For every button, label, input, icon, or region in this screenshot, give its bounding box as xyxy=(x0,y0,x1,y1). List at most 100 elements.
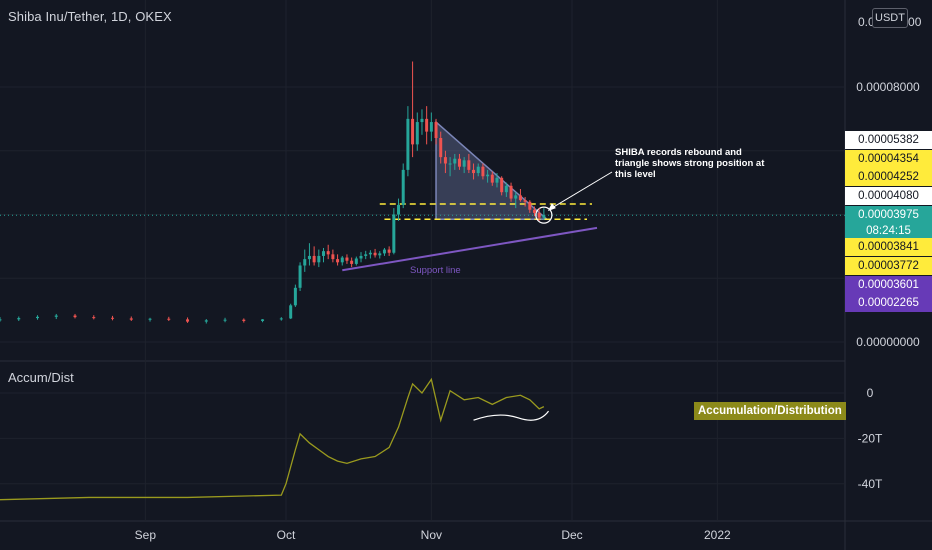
note-line-2: triangle shows strong position at xyxy=(615,158,765,169)
accum-dist-series xyxy=(0,377,550,501)
callout-line xyxy=(549,171,613,210)
candle-body xyxy=(420,118,424,123)
candle-body xyxy=(509,185,513,199)
accum-dist-line xyxy=(0,377,545,501)
candle-body xyxy=(289,305,293,319)
accum-dist-label: Accumulation/Distribution xyxy=(694,402,846,420)
candlestick-series xyxy=(0,61,546,324)
candle-body xyxy=(434,122,438,138)
price-tag: 0.00004252 xyxy=(845,168,932,186)
candle-body xyxy=(293,287,297,306)
x-tick-label: Sep xyxy=(135,528,157,542)
candle-body xyxy=(448,163,452,165)
symbol-title[interactable]: Shiba Inu/Tether, 1D, OKEX xyxy=(8,9,172,24)
candle-body xyxy=(312,255,316,263)
candle-body xyxy=(401,169,405,205)
candle-body xyxy=(17,318,21,320)
price-tag: 08:24:15 xyxy=(845,222,932,240)
hand-drawn-curve xyxy=(473,410,550,421)
price-tick-label: 0.00000000 xyxy=(856,335,920,349)
candle-body xyxy=(317,255,321,263)
candle-body xyxy=(129,318,133,320)
candle-body xyxy=(518,195,522,201)
indicator-title[interactable]: Accum/Dist xyxy=(8,370,74,385)
x-tick-label: 2022 xyxy=(704,528,731,542)
candle-body xyxy=(279,318,283,320)
candle-body xyxy=(406,118,410,170)
candle-body xyxy=(364,254,368,256)
candle-body xyxy=(490,174,494,183)
candle-body xyxy=(481,166,485,177)
candle-body xyxy=(415,122,419,145)
candle-body xyxy=(307,255,311,260)
price-tag: 0.00003601 xyxy=(845,276,932,294)
candle-body xyxy=(532,209,536,213)
candle-body xyxy=(443,157,447,164)
price-tag: 0.00003975 xyxy=(845,206,932,224)
ad-tick-label: 0 xyxy=(867,386,874,400)
candle-body xyxy=(336,259,340,263)
callout-arrowhead xyxy=(547,203,556,212)
price-tag: 0.00003772 xyxy=(845,257,932,275)
price-tag: 0.00005382 xyxy=(845,131,932,149)
candle-body xyxy=(476,166,480,174)
candle-body xyxy=(340,257,344,263)
candle-body xyxy=(439,138,443,158)
candle-body xyxy=(359,255,363,259)
candle-body xyxy=(354,258,358,264)
candle-body xyxy=(373,252,377,256)
price-tag: 0.00004354 xyxy=(845,150,932,168)
candle-body xyxy=(504,185,508,193)
candle-body xyxy=(331,254,335,260)
candle-body xyxy=(462,160,466,167)
candle-body xyxy=(467,160,471,170)
candle-body xyxy=(186,319,190,322)
triangle-pattern xyxy=(435,120,549,221)
candle-body xyxy=(350,260,354,264)
candle-body xyxy=(495,177,499,183)
candle-body xyxy=(111,317,115,319)
candle-body xyxy=(261,319,265,321)
candle-body xyxy=(167,318,171,320)
candle-body xyxy=(472,169,476,174)
support-trendline xyxy=(342,226,598,272)
candle-body xyxy=(486,174,490,177)
candle-body xyxy=(411,118,415,145)
price-tag: 0.00004080 xyxy=(845,187,932,205)
ad-tick-label: -40T xyxy=(858,477,883,491)
candle-body xyxy=(298,265,302,288)
candle-body xyxy=(528,201,532,210)
support-line-label: Support line xyxy=(410,265,461,276)
candle-body xyxy=(54,315,58,317)
candle-body xyxy=(378,253,382,256)
candle-body xyxy=(322,251,326,256)
candle-body xyxy=(382,249,386,254)
candle-body xyxy=(223,319,227,321)
candle-body xyxy=(326,251,330,255)
candle-body xyxy=(500,177,504,193)
note-line-1: SHIBA records rebound and xyxy=(615,147,742,158)
note-line-3: this level xyxy=(615,169,656,180)
highlight-circle xyxy=(535,206,553,224)
x-tick-label: Nov xyxy=(421,528,442,542)
candle-body xyxy=(457,158,461,167)
currency-button[interactable]: USDT xyxy=(872,8,908,28)
candle-body xyxy=(392,214,396,253)
candle-body xyxy=(0,319,2,321)
candle-body xyxy=(514,195,518,199)
x-tick-label: Oct xyxy=(277,528,296,542)
candle-body xyxy=(368,252,372,255)
candle-body xyxy=(429,122,433,132)
candle-body xyxy=(425,118,429,132)
ad-tick-label: -20T xyxy=(858,431,883,445)
candle-body xyxy=(73,315,77,318)
price-tag: 0.00002265 xyxy=(845,294,932,312)
candle-body xyxy=(303,259,307,266)
main-pane-drawings xyxy=(0,120,845,272)
candle-body xyxy=(92,317,96,319)
candle-body xyxy=(345,257,349,261)
candle-body xyxy=(148,318,152,320)
candle-body xyxy=(204,320,208,322)
